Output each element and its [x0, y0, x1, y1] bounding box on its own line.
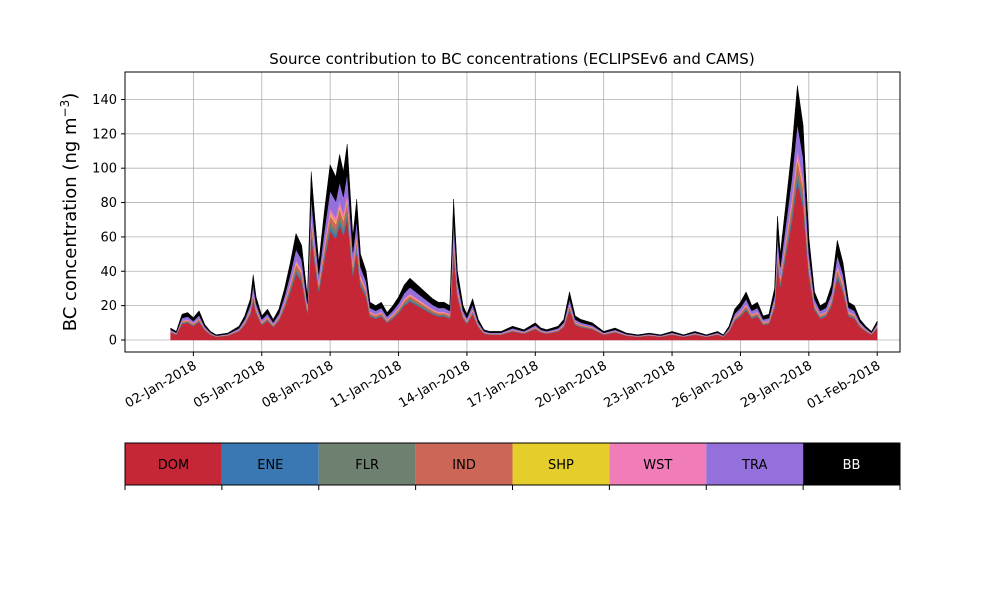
- y-axis-label-exponent: −3: [58, 100, 72, 118]
- chart-title: Source contribution to BC concentrations…: [269, 50, 754, 68]
- x-tick-label-6: 20-Jan-2018: [533, 358, 610, 411]
- legend-label-wst: WST: [643, 458, 672, 473]
- x-tick-label-2: 08-Jan-2018: [260, 358, 337, 411]
- legend-swatch-ind: [415, 443, 513, 485]
- legend-label-bb: BB: [843, 458, 861, 473]
- y-tick-label-3: 60: [100, 230, 117, 245]
- area-bb: [170, 85, 878, 336]
- legend-swatch-shp: [512, 443, 610, 485]
- x-tick-label-4: 14-Jan-2018: [396, 358, 473, 411]
- x-tick-label-9: 29-Jan-2018: [738, 358, 815, 411]
- y-tick-label-0: 0: [109, 333, 117, 348]
- legend-label-ind: IND: [452, 458, 476, 473]
- x-tick-label-7: 23-Jan-2018: [601, 358, 678, 411]
- legend-label-tra: TRA: [741, 458, 767, 473]
- y-axis-label-main: BC concentration (ng m: [60, 117, 81, 331]
- plot-frame: [124, 71, 901, 353]
- x-tick-label-1: 05-Jan-2018: [191, 358, 268, 411]
- y-tick-label-6: 120: [92, 127, 117, 142]
- y-tick-label-4: 80: [100, 196, 117, 211]
- x-tick-label-0: 02-Jan-2018: [123, 358, 200, 411]
- legend-swatch-dom: [125, 443, 222, 485]
- y-tick-label-5: 100: [92, 162, 117, 177]
- y-axis-label-close: ): [60, 93, 81, 100]
- legend-colorbar: DOM ENE FLR IND SHP WST TRA BB: [124, 442, 901, 490]
- legend-label-shp: SHP: [548, 458, 574, 473]
- x-tick-label-3: 11-Jan-2018: [328, 358, 405, 411]
- y-axis-label: BC concentration (ng m−3): [58, 93, 81, 332]
- y-tick-label-7: 140: [92, 93, 117, 108]
- y-tick-label-1: 20: [100, 299, 117, 314]
- legend-label-ene: ENE: [257, 458, 283, 473]
- x-tick-label-5: 17-Jan-2018: [465, 358, 542, 411]
- legend-swatch-bb: [803, 443, 900, 485]
- legend-swatch-wst: [609, 443, 707, 485]
- legend-swatch-ene: [221, 443, 319, 485]
- legend-swatch-flr: [318, 443, 416, 485]
- stacked-areas: [170, 85, 878, 341]
- x-tick-label-10: 01-Feb-2018: [805, 358, 884, 412]
- legend-label-dom: DOM: [158, 458, 189, 473]
- x-tick-label-8: 26-Jan-2018: [670, 358, 747, 411]
- legend-swatch-tra: [706, 443, 804, 485]
- legend-label-flr: FLR: [355, 458, 379, 473]
- y-tick-label-2: 40: [100, 265, 117, 280]
